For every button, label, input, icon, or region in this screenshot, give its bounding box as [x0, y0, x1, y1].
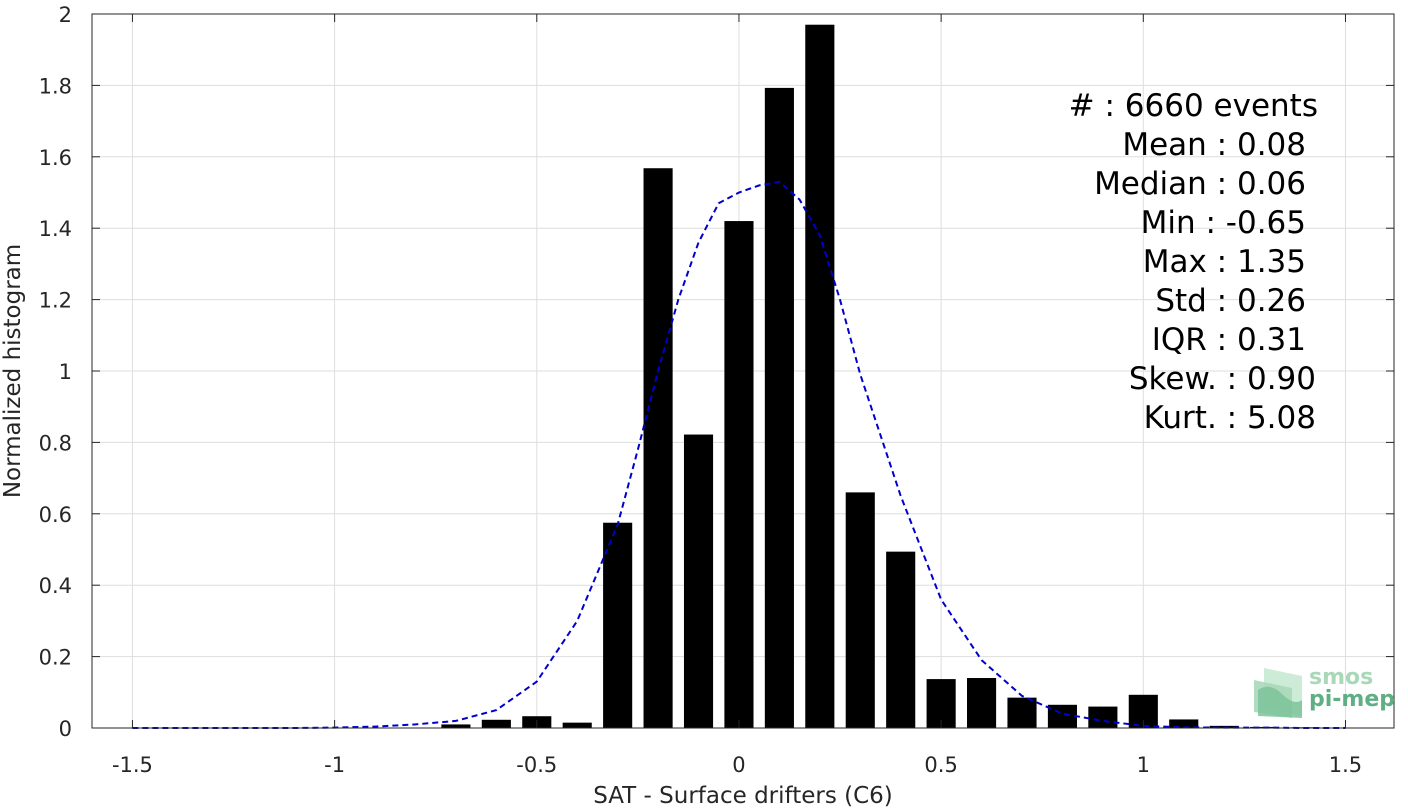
x-tick-label: -0.5: [516, 753, 557, 777]
stat-line: IQR : 0.31: [1152, 322, 1306, 358]
y-tick-label: 0: [59, 717, 72, 741]
histogram-bar: [967, 678, 997, 728]
y-tick-label: 1.6: [39, 146, 72, 170]
y-tick-label: 1: [59, 360, 72, 384]
fit-curve: [132, 180, 1346, 729]
x-tick-label: 0: [732, 753, 745, 777]
x-tick-label: 1.5: [1329, 753, 1362, 777]
histogram-bar: [1169, 719, 1199, 728]
y-tick-label: 1.4: [39, 217, 72, 241]
stat-line: Median : 0.06: [1094, 166, 1306, 202]
histogram-bar: [805, 24, 835, 728]
y-tick-label: 2: [59, 3, 72, 27]
y-tick-label: 1.8: [39, 74, 72, 98]
y-tick-label: 0.8: [39, 431, 72, 455]
smos-pi-mep-logo: smos pi-mep: [1254, 665, 1395, 718]
x-axis-label: SAT - Surface drifters (C6): [593, 783, 893, 809]
histogram-bar: [1007, 697, 1037, 728]
y-axis-ticks: 0 0.2 0.4 0.6 0.8 1 1.2 1.4 1.6 1.8 2: [39, 3, 1394, 741]
histogram-bar: [886, 551, 916, 728]
stat-line: Min : -0.65: [1141, 205, 1306, 241]
y-axis-label: Normalized histogram: [0, 244, 26, 498]
histogram-bar: [1088, 706, 1118, 728]
histogram-bar: [643, 168, 673, 728]
x-axis-ticks: -1.5 -1 -0.5 0 0.5 1 1.5: [112, 14, 1362, 777]
x-tick-label: 0.5: [924, 753, 957, 777]
histogram-bar: [845, 492, 875, 728]
x-tick-label: -1: [324, 753, 345, 777]
gaussian-fit-line: [132, 180, 1346, 729]
histogram-bar: [603, 522, 633, 728]
stat-line: Std : 0.26: [1155, 283, 1306, 319]
histogram-bar: [683, 434, 714, 728]
stat-line: Mean : 0.08: [1122, 127, 1306, 163]
logo-line2: pi-mep: [1309, 687, 1395, 712]
y-tick-label: 0.2: [39, 646, 72, 670]
x-tick-label: -1.5: [112, 753, 153, 777]
histogram-bar: [562, 722, 592, 728]
stat-line: Kurt. : 5.08: [1144, 400, 1316, 436]
x-tick-label: 1: [1137, 753, 1150, 777]
y-tick-label: 0.6: [39, 503, 72, 527]
histogram-bar: [724, 221, 754, 728]
stat-line: Max : 1.35: [1143, 244, 1306, 280]
histogram-bar: [764, 87, 794, 729]
bars: [441, 24, 1320, 729]
histogram-bar: [481, 719, 511, 728]
histogram-bar: [1047, 704, 1077, 728]
y-tick-label: 0.4: [39, 574, 72, 598]
histogram-bar: [441, 724, 471, 728]
y-tick-label: 1.2: [39, 289, 72, 313]
stat-line: Skew. : 0.90: [1129, 361, 1316, 397]
logo-line1: smos: [1309, 665, 1373, 690]
histogram-bar: [926, 679, 956, 728]
wave-logo-icon: [1254, 668, 1302, 718]
stat-line: # : 6660 events: [1069, 88, 1318, 124]
